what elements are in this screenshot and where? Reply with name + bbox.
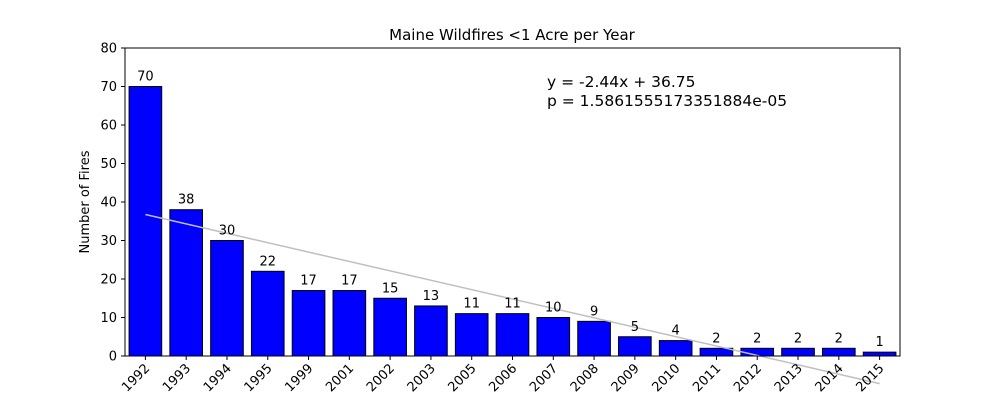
x-tick-label-1994: 1994 <box>201 361 235 395</box>
bar-2008 <box>577 320 611 357</box>
bar-2014 <box>822 347 856 357</box>
x-tick-label-2011: 2011 <box>690 361 724 395</box>
y-tick-label-80: 80 <box>100 42 117 57</box>
bar-2011 <box>699 347 734 357</box>
bar-value-label-1995: 22 <box>259 254 276 269</box>
trend-line <box>145 213 880 385</box>
bar-value-label-2011: 2 <box>712 331 720 346</box>
x-tick-label-2014: 2014 <box>813 361 847 395</box>
x-tick-label-2008: 2008 <box>568 361 602 395</box>
bar-value-label-2006: 11 <box>504 297 521 312</box>
bar-1999 <box>291 290 326 357</box>
x-tick-label-2006: 2006 <box>486 361 520 395</box>
bar-1993 <box>169 209 203 357</box>
bar-1992 <box>128 86 163 357</box>
y-axis-label: Number of Fires <box>78 150 93 253</box>
y-tick-label-60: 60 <box>100 119 117 134</box>
bar-value-label-1992: 70 <box>137 70 154 85</box>
x-tick-label-2015: 2015 <box>853 361 887 395</box>
x-tick-label-1992: 1992 <box>119 361 153 395</box>
bar-2001 <box>332 290 367 357</box>
regression-equation: y = -2.44x + 36.75 <box>547 73 696 91</box>
bar-2009 <box>618 336 652 357</box>
bar-2010 <box>658 340 693 357</box>
bar-value-label-2012: 2 <box>753 331 761 346</box>
y-tick-label-50: 50 <box>100 157 117 172</box>
bar-value-label-2013: 2 <box>794 331 802 346</box>
x-tick-label-1993: 1993 <box>160 361 194 395</box>
x-tick-label-1999: 1999 <box>282 361 316 395</box>
y-tick-label-40: 40 <box>100 196 117 211</box>
y-tick-label-20: 20 <box>100 273 117 288</box>
bar-2005 <box>454 313 489 357</box>
bar-1995 <box>250 270 285 357</box>
x-tick-label-1995: 1995 <box>242 361 276 395</box>
bar-value-label-2009: 5 <box>631 320 639 335</box>
chart-title: Maine Wildfires <1 Acre per Year <box>389 26 635 44</box>
bar-value-label-2001: 17 <box>341 274 358 289</box>
bar-value-label-2005: 11 <box>463 297 480 312</box>
x-tick-label-2013: 2013 <box>772 361 806 395</box>
bar-value-label-2002: 15 <box>382 281 399 296</box>
bar-value-label-1993: 38 <box>178 193 195 208</box>
bar-2002 <box>373 297 407 357</box>
x-tick-label-2005: 2005 <box>446 361 480 395</box>
bar-value-label-2014: 2 <box>835 331 843 346</box>
bar-value-label-2008: 9 <box>590 304 598 319</box>
x-tick-label-2007: 2007 <box>527 361 561 395</box>
x-tick-label-2012: 2012 <box>731 361 765 395</box>
x-tick-label-2010: 2010 <box>649 361 683 395</box>
y-tick-label-30: 30 <box>100 234 117 249</box>
regression-p-value: p = 1.5861555173351884e-05 <box>547 92 787 110</box>
x-tick-label-2001: 2001 <box>323 361 357 395</box>
bar-2013 <box>781 347 815 357</box>
bar-value-label-1994: 30 <box>219 224 236 239</box>
x-tick-label-2003: 2003 <box>405 361 439 395</box>
bar-value-label-2007: 10 <box>545 301 562 316</box>
y-tick-label-10: 10 <box>100 311 117 326</box>
bar-value-label-2015: 1 <box>875 335 883 350</box>
x-tick-label-2002: 2002 <box>364 361 398 395</box>
x-tick-label-2009: 2009 <box>609 361 643 395</box>
bar-value-label-2010: 4 <box>672 324 680 339</box>
bar-value-label-1999: 17 <box>300 274 317 289</box>
y-tick-label-0: 0 <box>109 350 117 365</box>
bar-2003 <box>414 305 448 357</box>
bar-1994 <box>210 240 244 357</box>
bar-2006 <box>495 313 530 357</box>
bar-value-label-2003: 13 <box>423 289 440 304</box>
bar-2015 <box>862 351 897 357</box>
y-tick-label-70: 70 <box>100 80 117 95</box>
bar-2007 <box>536 317 571 357</box>
